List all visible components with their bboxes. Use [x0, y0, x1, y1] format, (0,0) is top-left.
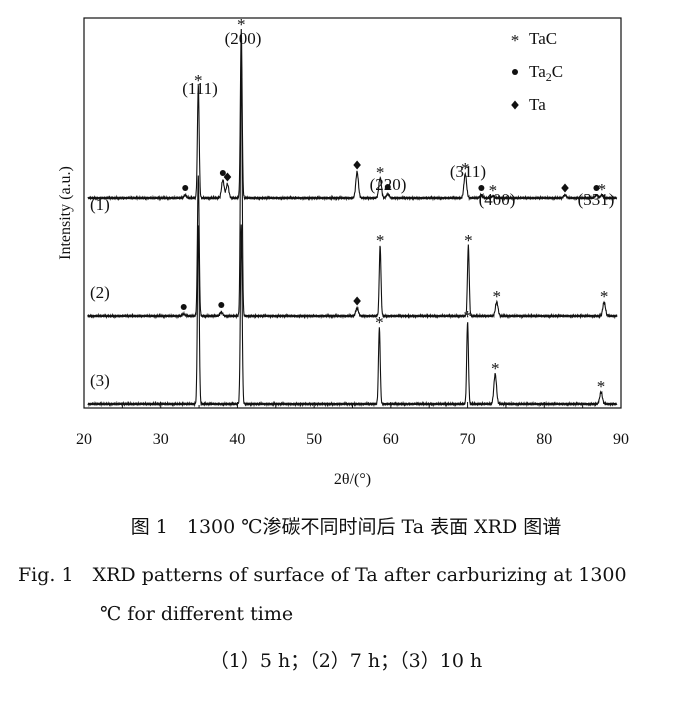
- series-label: (3): [90, 371, 110, 390]
- trace-series-3: [87, 224, 618, 408]
- x-axis-ticks: 20 30 40 50 60 70 80 90: [76, 402, 629, 448]
- caption-chinese: 图 1 1300 ℃渗碳不同时间后 Ta 表面 XRD 图谱: [130, 516, 562, 538]
- caption-series-times: （1）5 h；（2）7 h；（3）10 h: [209, 650, 483, 672]
- legend-ta-icon: [511, 100, 519, 110]
- caption-english-line2: ℃ for different time: [100, 603, 294, 625]
- plane-annotation: (400): [479, 190, 516, 209]
- tac-marker: *: [237, 15, 246, 34]
- tac-marker: *: [376, 231, 385, 250]
- ta-marker: [353, 160, 361, 170]
- ta2c-marker: [384, 184, 391, 190]
- tac-marker: *: [461, 159, 470, 178]
- x-tick-label: 20: [76, 431, 92, 448]
- tac-marker: *: [597, 377, 606, 396]
- ta2c-marker: [219, 170, 226, 176]
- tac-marker: *: [463, 307, 472, 326]
- xrd-traces: [87, 29, 618, 408]
- tac-marker: *: [464, 231, 473, 250]
- ta-marker: [353, 296, 361, 306]
- tac-marker: *: [376, 163, 385, 182]
- xrd-chart: 20 30 40 50 60 70 80 90 * * * * * * * * * * * * * * (111) (20…: [57, 15, 629, 488]
- legend-ta2c-icon: [512, 69, 518, 75]
- trace-series-1: [87, 29, 618, 202]
- ta-marker: [561, 183, 569, 193]
- caption-english-line1: Fig. 1 XRD patterns of surface of Ta aft…: [18, 564, 627, 586]
- legend-entry-label: Ta: [529, 95, 546, 114]
- x-tick-label: 90: [613, 431, 629, 448]
- y-axis-title: Intensity (a.u.): [57, 166, 74, 260]
- plane-annotation: (220): [370, 175, 407, 194]
- tac-marker: *: [194, 71, 203, 90]
- phase-markers: * * * * * * * * * * * * * *: [180, 15, 609, 396]
- plane-annotation: (111): [182, 79, 218, 98]
- x-tick-label: 50: [306, 431, 322, 448]
- x-tick-label: 40: [229, 431, 245, 448]
- trace-series-2: [87, 55, 618, 320]
- ta2c-marker: [478, 185, 485, 191]
- tac-marker: *: [598, 180, 607, 199]
- tac-marker: *: [375, 313, 384, 332]
- tac-marker: *: [492, 287, 501, 306]
- plane-annotation: (200): [225, 29, 262, 48]
- ta2c-marker: [218, 302, 225, 308]
- legend-entry-label: TaC: [529, 29, 557, 48]
- x-tick-label: 70: [460, 431, 476, 448]
- tac-marker: *: [489, 181, 498, 200]
- series-labels: (1) (2) (3): [90, 195, 110, 390]
- tac-marker: *: [491, 359, 500, 378]
- plane-annotation: (311): [450, 162, 486, 181]
- ta2c-marker: [182, 185, 189, 191]
- plane-annotations: (111) (200) (220) (311) (400) (331): [182, 29, 614, 209]
- x-axis-title: 2θ/(°): [334, 471, 371, 488]
- series-label: (2): [90, 283, 110, 302]
- x-tick-label: 30: [153, 431, 169, 448]
- legend: * TaC Ta2C Ta: [511, 29, 563, 114]
- legend-tac-icon: *: [511, 31, 520, 50]
- x-tick-label: 60: [383, 431, 399, 448]
- series-label: (1): [90, 195, 110, 214]
- ta2c-marker: [593, 185, 600, 191]
- ta2c-marker: [180, 304, 187, 310]
- ta-marker: [223, 172, 232, 182]
- tac-marker: *: [600, 287, 609, 306]
- plane-annotation: (331): [578, 190, 615, 209]
- x-tick-label: 80: [536, 431, 552, 448]
- legend-entry-label: Ta2C: [529, 62, 563, 84]
